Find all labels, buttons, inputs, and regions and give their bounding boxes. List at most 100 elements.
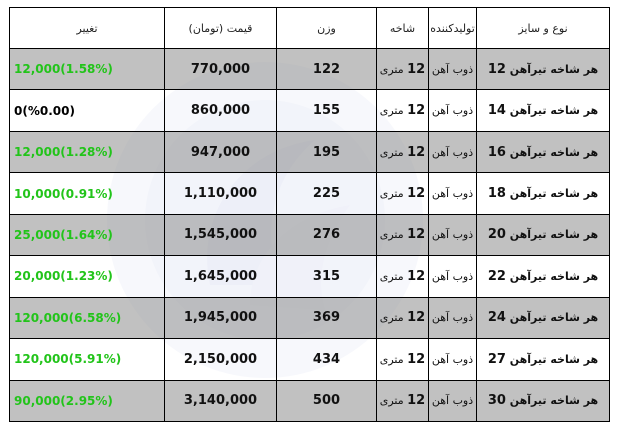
table-row: 25,000(1.64%) 1,545,000 276 12 متری ذوب آهن ه… bbox=[9, 213, 610, 257]
type-cell: هر شاخه تیرآهن 16 bbox=[476, 130, 610, 174]
length-number: 12 bbox=[407, 144, 426, 160]
type-size: 18 bbox=[487, 186, 506, 202]
type-size: 12 bbox=[487, 61, 506, 77]
price-cell: 947,000 bbox=[164, 130, 277, 174]
length-cell: 12 متری bbox=[376, 47, 429, 91]
producer-cell: ذوب آهن bbox=[428, 130, 477, 174]
length-cell: 12 متری bbox=[376, 213, 429, 257]
producer-cell: ذوب آهن bbox=[428, 338, 477, 381]
weight-cell: 122 bbox=[276, 47, 377, 91]
type-size: 14 bbox=[487, 103, 506, 119]
price-cell: 1,945,000 bbox=[164, 296, 277, 340]
length-unit: متری bbox=[379, 187, 404, 201]
type-cell: هر شاخه تیرآهن 14 bbox=[476, 89, 610, 132]
producer-cell: ذوب آهن bbox=[428, 47, 477, 91]
header-producer: تولیدکننده bbox=[428, 7, 477, 49]
type-cell: هر شاخه تیرآهن 18 bbox=[476, 172, 610, 215]
length-cell: 12 متری bbox=[376, 379, 429, 422]
change-cell: 10,000(0.91%) bbox=[9, 172, 165, 215]
producer-cell: ذوب آهن bbox=[428, 89, 477, 132]
header-change: تغییر bbox=[9, 7, 165, 49]
weight-cell: 434 bbox=[276, 338, 377, 381]
change-cell: 120,000(6.58%) bbox=[9, 296, 165, 340]
price-cell: 2,150,000 bbox=[164, 338, 277, 381]
length-unit: متری bbox=[379, 269, 404, 283]
length-number: 12 bbox=[407, 227, 426, 243]
weight-cell: 276 bbox=[276, 213, 377, 257]
weight-cell: 155 bbox=[276, 89, 377, 132]
type-size: 20 bbox=[487, 227, 506, 243]
type-label: هر شاخه تیرآهن bbox=[509, 311, 599, 325]
change-cell: 12,000(1.28%) bbox=[9, 130, 165, 174]
type-cell: هر شاخه تیرآهن 30 bbox=[476, 379, 610, 422]
weight-cell: 500 bbox=[276, 379, 377, 422]
producer-cell: ذوب آهن bbox=[428, 255, 477, 298]
length-unit: متری bbox=[379, 311, 404, 325]
table-row: 10,000(0.91%) 1,110,000 225 12 متری ذوب آهن ه… bbox=[9, 172, 610, 215]
table-row: 90,000(2.95%) 3,140,000 500 12 متری ذوب آهن ه… bbox=[9, 379, 610, 422]
header-length: شاخه bbox=[376, 7, 429, 49]
change-cell: 90,000(2.95%) bbox=[9, 379, 165, 422]
header-price: قیمت (تومان) bbox=[164, 7, 277, 49]
type-cell: هر شاخه تیرآهن 20 bbox=[476, 213, 610, 257]
price-cell: 770,000 bbox=[164, 47, 277, 91]
producer-cell: ذوب آهن bbox=[428, 379, 477, 422]
type-label: هر شاخه تیرآهن bbox=[509, 145, 599, 159]
length-unit: متری bbox=[379, 62, 404, 76]
type-label: هر شاخه تیرآهن bbox=[509, 269, 599, 283]
length-unit: متری bbox=[379, 104, 404, 118]
length-cell: 12 متری bbox=[376, 255, 429, 298]
length-cell: 12 متری bbox=[376, 296, 429, 340]
length-unit: متری bbox=[379, 145, 404, 159]
table-row: 120,000(6.58%) 1,945,000 369 12 متری ذوب آهن… bbox=[9, 296, 610, 340]
header-weight: وزن bbox=[276, 7, 377, 49]
table-row: 20,000(1.23%) 1,645,000 315 12 متری ذوب آهن ه… bbox=[9, 255, 610, 298]
type-label: هر شاخه تیرآهن bbox=[509, 394, 599, 408]
price-cell: 1,645,000 bbox=[164, 255, 277, 298]
type-cell: هر شاخه تیرآهن 24 bbox=[476, 296, 610, 340]
change-cell: 20,000(1.23%) bbox=[9, 255, 165, 298]
type-label: هر شاخه تیرآهن bbox=[509, 352, 599, 366]
price-cell: 860,000 bbox=[164, 89, 277, 132]
table-row: 12,000(1.28%) 947,000 195 12 متری ذوب آهن هر … bbox=[9, 130, 610, 174]
change-cell: 0(%0.00) bbox=[9, 89, 165, 132]
length-cell: 12 متری bbox=[376, 172, 429, 215]
length-number: 12 bbox=[407, 268, 426, 284]
table-row: 12,000(1.58%) 770,000 122 12 متری ذوب آهن هر … bbox=[9, 47, 610, 91]
length-number: 12 bbox=[407, 393, 426, 409]
type-size: 27 bbox=[487, 351, 506, 367]
header-type: نوع و سایز bbox=[476, 7, 610, 49]
length-number: 12 bbox=[407, 351, 426, 367]
table-row: 120,000(5.91%) 2,150,000 434 12 متری ذوب آهن… bbox=[9, 338, 610, 381]
length-number: 12 bbox=[407, 103, 426, 119]
type-cell: هر شاخه تیرآهن 27 bbox=[476, 338, 610, 381]
producer-cell: ذوب آهن bbox=[428, 296, 477, 340]
type-label: هر شاخه تیرآهن bbox=[509, 104, 599, 118]
weight-cell: 225 bbox=[276, 172, 377, 215]
type-size: 24 bbox=[487, 310, 506, 326]
price-cell: 3,140,000 bbox=[164, 379, 277, 422]
type-cell: هر شاخه تیرآهن 12 bbox=[476, 47, 610, 91]
weight-cell: 315 bbox=[276, 255, 377, 298]
change-cell: 120,000(5.91%) bbox=[9, 338, 165, 381]
length-number: 12 bbox=[407, 186, 426, 202]
weight-cell: 195 bbox=[276, 130, 377, 174]
length-unit: متری bbox=[379, 394, 404, 408]
table-row: 0(%0.00) 860,000 155 12 متری ذوب آهن هر شاخه … bbox=[9, 89, 610, 132]
length-number: 12 bbox=[407, 310, 426, 326]
type-label: هر شاخه تیرآهن bbox=[509, 228, 599, 242]
change-cell: 12,000(1.58%) bbox=[9, 47, 165, 91]
producer-cell: ذوب آهن bbox=[428, 172, 477, 215]
type-label: هر شاخه تیرآهن bbox=[509, 62, 599, 76]
length-unit: متری bbox=[379, 228, 404, 242]
type-size: 22 bbox=[487, 268, 506, 284]
length-cell: 12 متری bbox=[376, 130, 429, 174]
producer-cell: ذوب آهن bbox=[428, 213, 477, 257]
length-number: 12 bbox=[407, 61, 426, 77]
type-size: 30 bbox=[487, 393, 506, 409]
price-cell: 1,545,000 bbox=[164, 213, 277, 257]
type-size: 16 bbox=[487, 144, 506, 160]
change-cell: 25,000(1.64%) bbox=[9, 213, 165, 257]
steel-price-table: تغییر قیمت (تومان) وزن شاخه تولیدکننده ن… bbox=[9, 7, 610, 422]
header-row: تغییر قیمت (تومان) وزن شاخه تولیدکننده ن… bbox=[9, 7, 610, 49]
